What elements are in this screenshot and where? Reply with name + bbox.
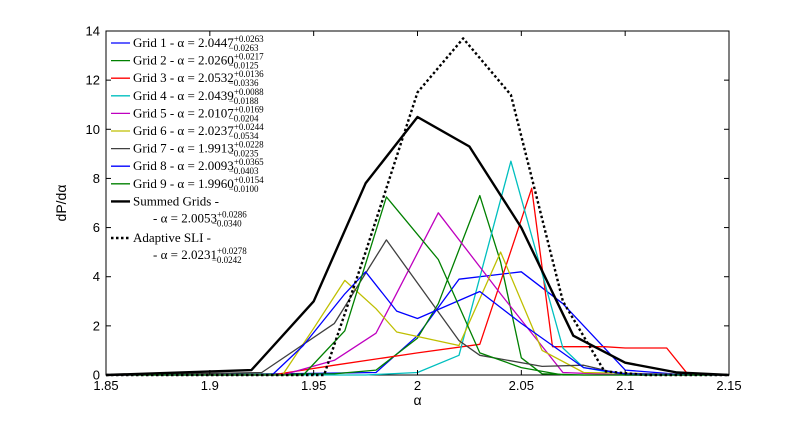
legend-item-5: Grid 5 - α = 2.0107+0.0169 −0.0204 (111, 104, 264, 123)
legend-item-1: Grid 1 - α = 2.0447+0.0263 −0.0263 (111, 34, 264, 53)
plot-frame (105, 30, 730, 376)
y-tick-label: 14 (86, 24, 100, 39)
y-tick-label: 10 (86, 122, 100, 137)
legend-item-6: Grid 6 - α = 2.0237+0.0244 −0.0534 (111, 122, 264, 141)
legend-item-7: Grid 7 - α = 1.9913+0.0228 −0.0235 (111, 140, 264, 159)
series-line-10 (105, 115, 730, 377)
legend-label: Grid 4 - α = 2.0439+0.0088 −0.0188 (133, 87, 264, 106)
y-tick-label: 4 (93, 269, 100, 284)
legend-label-line2: - α = 2.0231+0.0278 −0.0242 (153, 246, 247, 265)
legend-label: Grid 1 - α = 2.0447+0.0263 −0.0263 (133, 34, 264, 53)
legend-label: Grid 7 - α = 1.9913+0.0228 −0.0235 (133, 140, 264, 159)
x-axis-title: α (413, 392, 421, 408)
axes-layer: 1.85 1.9 1.95 2 2.05 2.1 2.15 0 2 4 6 8 10 12 14 (86, 24, 742, 394)
legend-item-8: Grid 8 - α = 2.0093+0.0365 −0.0403 (111, 157, 264, 176)
y-tick-label: 2 (93, 318, 100, 333)
legend-label: Grid 8 - α = 2.0093+0.0365 −0.0403 (133, 157, 264, 176)
x-tick-label: 2.15 (716, 378, 741, 393)
legend-label: Grid 2 - α = 2.0260+0.0217 −0.0125 (133, 52, 264, 71)
series-line-9 (106, 196, 729, 376)
legend-item-11: Adaptive SLI -- α = 2.0231+0.0278 −0.0242 (111, 230, 247, 265)
x-tick-label: 1.85 (93, 378, 118, 393)
legend-label: Summed Grids - (133, 193, 219, 208)
legend-label: Adaptive SLI - (133, 230, 211, 245)
y-axis-title: dP/dα (53, 185, 69, 222)
series-line-8 (106, 271, 730, 376)
legend-label: Grid 6 - α = 2.0237+0.0244 −0.0534 (133, 122, 264, 141)
legend-item-3: Grid 3 - α = 2.0532+0.0136 −0.0336 (111, 69, 264, 88)
y-tick-label: 12 (86, 73, 100, 88)
legend-label: Grid 9 - α = 1.9960+0.0154 −0.0100 (133, 175, 264, 194)
x-tick-label: 2.1 (616, 378, 634, 393)
x-tick-label: 2 (414, 378, 421, 393)
y-tick-label: 6 (93, 220, 100, 235)
legend-item-9: Grid 9 - α = 1.9960+0.0154 −0.0100 (111, 175, 264, 194)
y-tick-label: 0 (93, 368, 100, 383)
x-tick-label: 1.9 (201, 378, 219, 393)
x-tick-label: 1.95 (301, 378, 326, 393)
legend-label-line2: - α = 2.0053+0.0286 −0.0340 (153, 209, 247, 228)
legend-item-4: Grid 4 - α = 2.0439+0.0088 −0.0188 (111, 87, 264, 106)
legend-label: Grid 3 - α = 2.0532+0.0136 −0.0336 (133, 69, 264, 88)
series-line-3 (106, 187, 730, 376)
y-tick-label: 8 (93, 171, 100, 186)
series-line-5 (106, 212, 729, 376)
x-tick-label: 2.05 (509, 378, 534, 393)
legend-item-2: Grid 2 - α = 2.0260+0.0217 −0.0125 (111, 52, 264, 71)
legend-item-10: Summed Grids -- α = 2.0053+0.0286 −0.0340 (111, 193, 247, 228)
legend-label: Grid 5 - α = 2.0107+0.0169 −0.0204 (133, 104, 264, 123)
